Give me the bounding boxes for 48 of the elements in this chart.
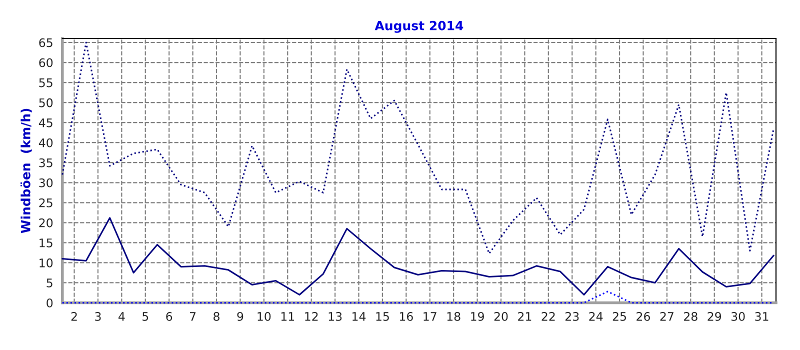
y-tick-label: 55 [39, 78, 52, 88]
x-tick-label: 11 [281, 312, 294, 321]
y-tick-label: 0 [46, 298, 53, 308]
x-tick-label: 23 [565, 312, 579, 321]
x-tick-label: 16 [400, 312, 413, 321]
y-tick-label: 30 [39, 178, 53, 188]
y-tick-label: 40 [38, 138, 53, 148]
line-series [62, 217, 774, 296]
x-tick-label: 20 [494, 312, 508, 321]
x-tick-label: 26 [636, 312, 650, 321]
x-tick-label: 27 [660, 312, 674, 321]
x-tick-label: 18 [447, 312, 460, 321]
x-tick-label: 10 [258, 312, 271, 321]
x-tick-label: 22 [542, 312, 555, 321]
x-tick-label: 29 [708, 312, 722, 321]
x-tick-label: 15 [376, 312, 389, 321]
y-tick-label: 5 [46, 278, 52, 288]
x-tick-label: 19 [471, 312, 484, 321]
y-axis-title: Windböen (km/h) [20, 108, 32, 234]
chart-title: August 2014 [374, 20, 464, 33]
x-tick-label: 6 [166, 312, 172, 321]
y-tick-label: 35 [39, 158, 52, 168]
y-tick-label: 20 [39, 218, 53, 228]
y-tick-label: 65 [39, 38, 52, 48]
x-tick-label: 21 [518, 312, 532, 321]
x-tick-label: 2 [71, 312, 77, 321]
y-tick-label: 45 [38, 118, 52, 128]
x-tick-label: 30 [731, 312, 745, 321]
x-tick-label: 5 [142, 312, 148, 321]
x-tick-label: 24 [589, 312, 603, 321]
x-tick-label: 14 [352, 312, 366, 321]
x-tick-label: 12 [305, 312, 318, 321]
x-tick-label: 17 [424, 312, 436, 321]
y-tick-label: 15 [40, 238, 52, 248]
x-tick-label: 8 [214, 312, 220, 321]
y-tick-label: 60 [39, 58, 53, 68]
x-tick-label: 28 [684, 312, 698, 321]
x-tick-label: 13 [328, 312, 342, 321]
y-tick-label: 25 [39, 198, 52, 208]
y-tick-label: 50 [39, 98, 53, 108]
x-tick-label: 31 [755, 312, 768, 321]
x-tick-label: 9 [237, 312, 244, 321]
x-tick-label: 4 [118, 312, 125, 321]
y-tick-label: 10 [40, 258, 53, 268]
x-tick-label: 25 [612, 312, 626, 321]
x-tick-label: 3 [95, 312, 101, 321]
x-tick-label: 7 [190, 312, 196, 321]
line-series [62, 42, 774, 254]
